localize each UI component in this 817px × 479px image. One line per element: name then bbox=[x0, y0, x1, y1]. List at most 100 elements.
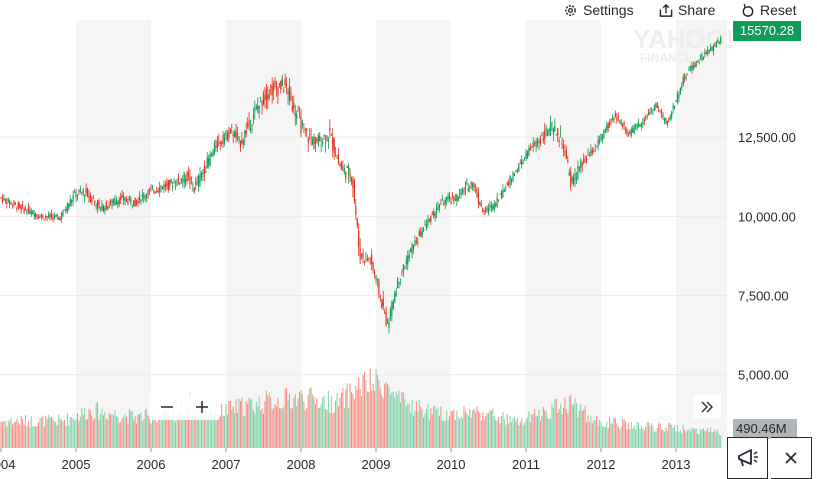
candle bbox=[316, 137, 318, 144]
candle-body bbox=[401, 272, 403, 273]
volume-bar bbox=[503, 419, 505, 448]
candle-body bbox=[121, 195, 123, 197]
zoom-in-button[interactable] bbox=[184, 394, 219, 420]
candle-body bbox=[585, 157, 588, 161]
candle-body bbox=[461, 189, 464, 191]
volume-bar bbox=[196, 404, 198, 448]
candle bbox=[692, 61, 694, 71]
candle bbox=[407, 250, 409, 271]
candle-body bbox=[460, 188, 462, 195]
candle-body bbox=[371, 254, 373, 264]
volume-bar bbox=[450, 411, 452, 448]
candle-body bbox=[353, 180, 355, 201]
candle-body bbox=[216, 141, 218, 148]
candle bbox=[551, 121, 553, 132]
volume-bar bbox=[500, 416, 502, 448]
candle bbox=[584, 155, 586, 164]
volume-bar bbox=[215, 402, 217, 448]
candle bbox=[509, 175, 511, 189]
candle bbox=[332, 128, 334, 158]
candle-body bbox=[480, 204, 482, 207]
candle-body bbox=[248, 120, 250, 126]
candle-body bbox=[372, 262, 374, 270]
volume-bar bbox=[323, 395, 325, 448]
volume-bar bbox=[496, 420, 498, 448]
candle bbox=[97, 199, 99, 214]
candle bbox=[418, 228, 420, 237]
candle-body bbox=[399, 279, 402, 280]
candle bbox=[66, 201, 68, 214]
volume-bar bbox=[463, 406, 465, 448]
candle bbox=[20, 204, 22, 214]
volume-bar bbox=[162, 412, 164, 448]
volume-bar bbox=[85, 419, 87, 448]
volume-bar bbox=[502, 411, 504, 448]
candle-body bbox=[340, 163, 342, 171]
share-button[interactable]: Share bbox=[659, 0, 715, 20]
volume-bar bbox=[663, 431, 665, 448]
candle bbox=[447, 192, 449, 203]
candle bbox=[620, 118, 622, 126]
volume-bar bbox=[485, 416, 487, 448]
candle-body bbox=[10, 202, 12, 205]
candle bbox=[437, 201, 439, 211]
volume-bar bbox=[154, 415, 156, 448]
watermark-line-1: YAHOO! bbox=[633, 24, 735, 54]
volume-bar bbox=[378, 380, 380, 448]
candle bbox=[290, 86, 292, 102]
volume-bar bbox=[224, 416, 226, 448]
candle bbox=[271, 77, 273, 104]
volume-bar bbox=[638, 422, 639, 448]
candle-body bbox=[549, 122, 552, 136]
candle bbox=[466, 178, 468, 186]
candle-body bbox=[699, 55, 702, 58]
candle-body bbox=[610, 119, 612, 121]
candle bbox=[156, 186, 158, 193]
scroll-to-latest-button[interactable] bbox=[693, 395, 721, 419]
feedback-button[interactable] bbox=[727, 437, 768, 479]
reset-button[interactable]: Reset bbox=[741, 0, 797, 20]
zoom-out-button[interactable] bbox=[149, 394, 184, 420]
volume-bar bbox=[506, 414, 508, 448]
candle-body bbox=[138, 195, 141, 201]
volume-bar bbox=[43, 427, 45, 448]
candle bbox=[274, 76, 276, 90]
volume-bar bbox=[640, 425, 642, 448]
candle bbox=[541, 132, 543, 137]
candle-body bbox=[117, 202, 119, 205]
volume-bar bbox=[671, 424, 673, 448]
candle bbox=[701, 52, 703, 62]
candle-body bbox=[382, 298, 384, 307]
candle bbox=[476, 186, 478, 198]
candle-body bbox=[376, 279, 379, 282]
candle bbox=[264, 87, 266, 108]
candle bbox=[323, 134, 325, 141]
volume-bar bbox=[583, 410, 585, 448]
candle bbox=[523, 156, 526, 162]
volume-bar bbox=[356, 389, 358, 448]
candle-body bbox=[598, 138, 601, 143]
candle bbox=[704, 48, 706, 59]
candle-body bbox=[66, 203, 68, 212]
candle bbox=[417, 237, 419, 247]
candle bbox=[245, 122, 247, 138]
candle bbox=[138, 191, 141, 204]
candle-body bbox=[601, 136, 604, 140]
volume-bar bbox=[320, 403, 322, 448]
candle-body bbox=[306, 128, 308, 131]
volume-bar bbox=[570, 394, 572, 448]
candle bbox=[645, 114, 647, 121]
volume-bar bbox=[666, 430, 668, 448]
candle-body bbox=[446, 196, 448, 201]
candle bbox=[502, 184, 504, 199]
close-button[interactable] bbox=[771, 437, 812, 479]
settings-button[interactable]: Settings bbox=[563, 0, 634, 20]
candle bbox=[697, 60, 699, 63]
volume-bar bbox=[125, 416, 127, 448]
volume-bar bbox=[46, 418, 48, 448]
volume-bar bbox=[707, 427, 709, 448]
candle bbox=[456, 193, 458, 206]
volume-bar bbox=[577, 417, 579, 448]
candle bbox=[404, 265, 406, 270]
